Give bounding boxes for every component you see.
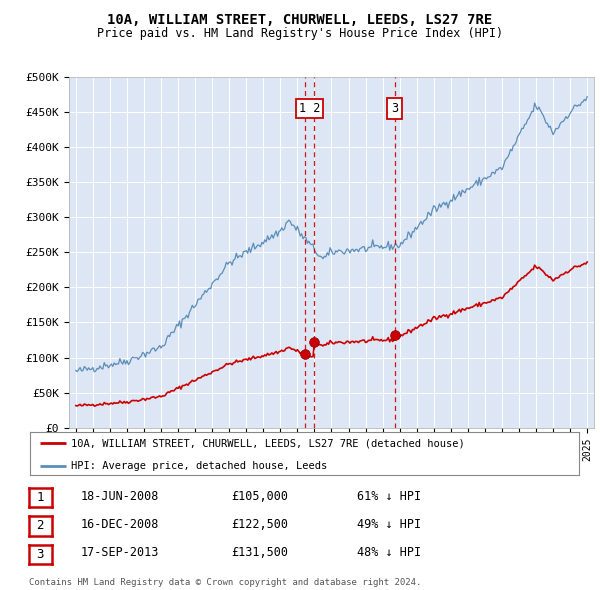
Text: 48% ↓ HPI: 48% ↓ HPI xyxy=(357,546,421,559)
Text: 1 2: 1 2 xyxy=(299,102,320,115)
Text: Price paid vs. HM Land Registry's House Price Index (HPI): Price paid vs. HM Land Registry's House … xyxy=(97,27,503,40)
Text: 1: 1 xyxy=(37,491,44,504)
Text: 49% ↓ HPI: 49% ↓ HPI xyxy=(357,518,421,531)
Text: 2: 2 xyxy=(37,519,44,533)
Text: Contains HM Land Registry data © Crown copyright and database right 2024.: Contains HM Land Registry data © Crown c… xyxy=(29,578,421,586)
Text: 10A, WILLIAM STREET, CHURWELL, LEEDS, LS27 7RE: 10A, WILLIAM STREET, CHURWELL, LEEDS, LS… xyxy=(107,13,493,27)
Text: £122,500: £122,500 xyxy=(231,518,288,531)
Text: 16-DEC-2008: 16-DEC-2008 xyxy=(81,518,160,531)
Text: 18-JUN-2008: 18-JUN-2008 xyxy=(81,490,160,503)
Text: 17-SEP-2013: 17-SEP-2013 xyxy=(81,546,160,559)
Text: 61% ↓ HPI: 61% ↓ HPI xyxy=(357,490,421,503)
Text: HPI: Average price, detached house, Leeds: HPI: Average price, detached house, Leed… xyxy=(71,461,328,471)
Text: 10A, WILLIAM STREET, CHURWELL, LEEDS, LS27 7RE (detached house): 10A, WILLIAM STREET, CHURWELL, LEEDS, LS… xyxy=(71,438,465,448)
Text: 3: 3 xyxy=(37,548,44,561)
Text: £131,500: £131,500 xyxy=(231,546,288,559)
Text: £105,000: £105,000 xyxy=(231,490,288,503)
Text: 3: 3 xyxy=(391,102,398,115)
